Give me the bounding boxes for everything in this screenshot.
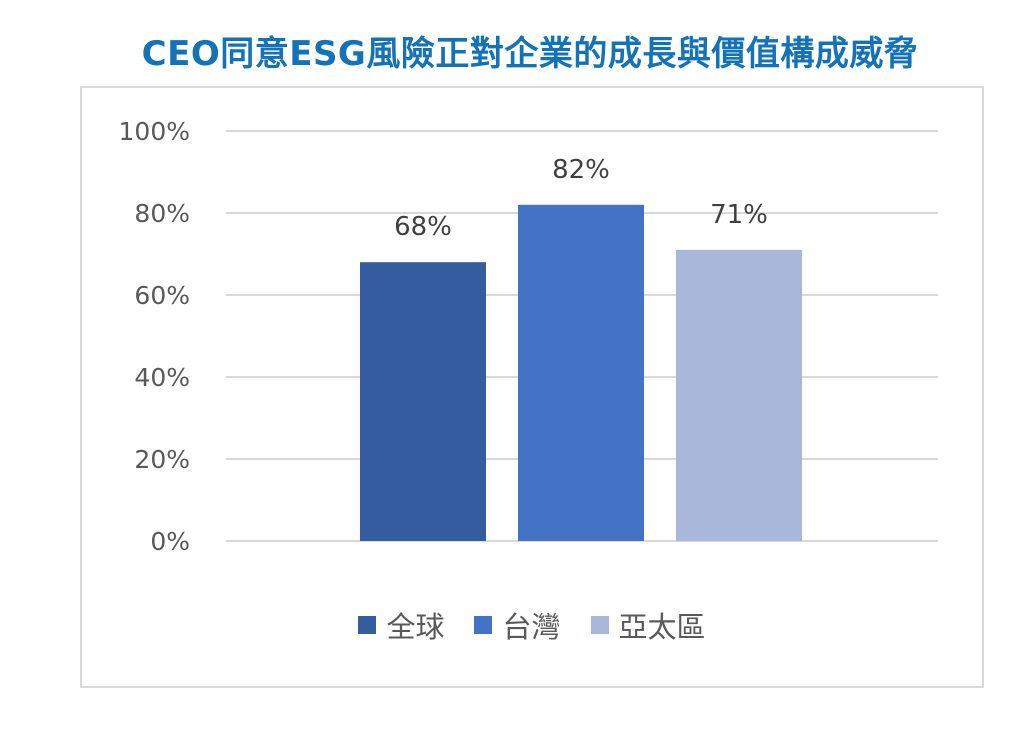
legend-swatch bbox=[474, 616, 493, 634]
bars bbox=[360, 204, 802, 542]
legend-label: 台灣 bbox=[502, 610, 561, 644]
legend-item: 台灣 bbox=[474, 604, 561, 646]
y-tick-label: 40% bbox=[134, 363, 190, 392]
legend-swatch bbox=[358, 616, 377, 634]
legend-swatch bbox=[590, 616, 609, 634]
bar-全球 bbox=[360, 262, 486, 541]
data-label: 68% bbox=[394, 212, 452, 242]
y-tick-label: 100% bbox=[119, 117, 190, 146]
y-tick-label: 20% bbox=[134, 445, 190, 474]
y-axis-tick-labels: 0% 20% 40% 60% 80% 100% bbox=[119, 117, 190, 556]
legend-label: 亞太區 bbox=[618, 610, 706, 644]
y-tick-label: 60% bbox=[134, 281, 190, 310]
chart-title: CEO同意ESG風險正對企業的成長與價值構成威脅 bbox=[141, 34, 919, 74]
legend-item: 全球 bbox=[358, 604, 444, 646]
bar-台灣 bbox=[518, 204, 644, 542]
legend-label: 全球 bbox=[386, 610, 445, 644]
y-tick-label: 80% bbox=[134, 199, 190, 228]
chart-legend: 全球 台灣 亞太區 bbox=[0, 604, 1024, 646]
legend-item: 亞太區 bbox=[590, 604, 706, 646]
data-label: 71% bbox=[710, 200, 768, 230]
bar-亞太區 bbox=[676, 249, 802, 541]
data-labels: 68% 82% 71% bbox=[394, 155, 768, 242]
y-tick-label: 0% bbox=[150, 527, 190, 556]
data-label: 82% bbox=[552, 155, 610, 185]
